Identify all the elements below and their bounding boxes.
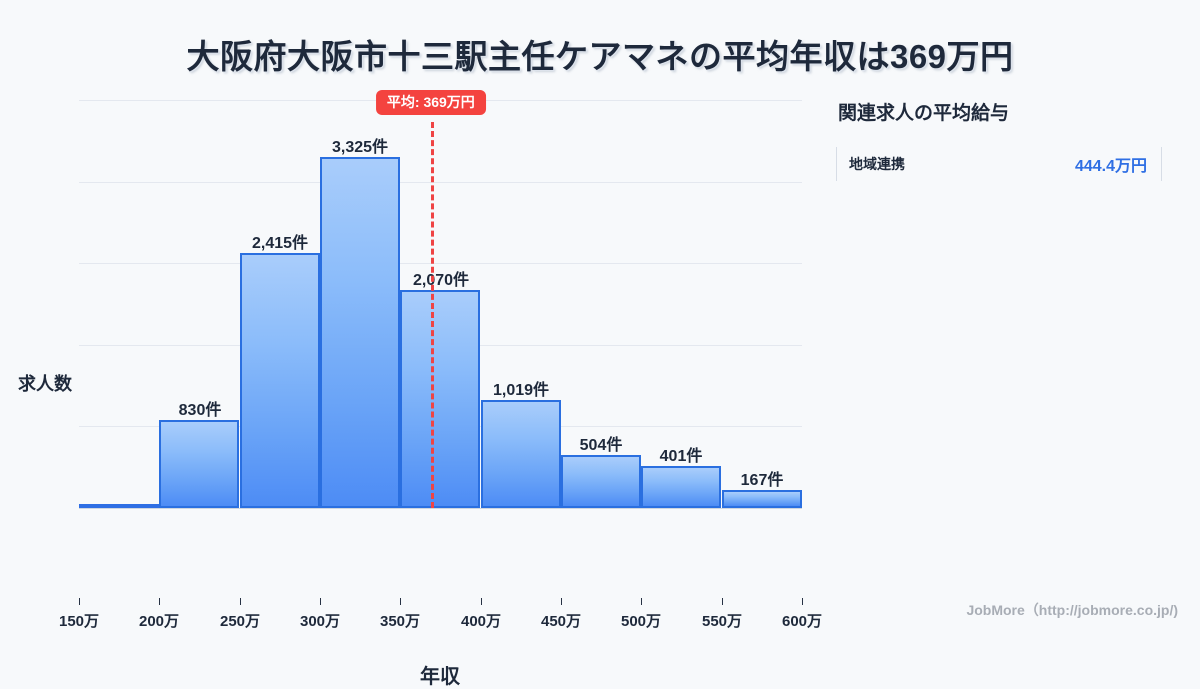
histogram-bar[interactable] xyxy=(722,490,802,508)
x-axis-tickmark xyxy=(802,598,803,605)
x-axis-tick-label: 200万 xyxy=(138,613,180,630)
x-axis-tick-label: 300万 xyxy=(299,613,341,630)
x-axis-tick-label: 350万 xyxy=(379,613,421,630)
related-salary-row-label: 地域連携 xyxy=(849,156,905,172)
x-axis-tick-label: 400万 xyxy=(460,613,502,630)
x-axis-tickmark xyxy=(240,598,241,605)
x-axis-tickmark xyxy=(320,598,321,605)
histogram-bar[interactable] xyxy=(159,420,239,508)
x-axis-tickmark xyxy=(159,598,160,605)
histogram-bar[interactable] xyxy=(481,400,561,508)
gridline xyxy=(79,182,802,183)
x-axis-tick-label: 450万 xyxy=(540,613,582,630)
y-axis-title: 求人数 xyxy=(18,374,72,394)
histogram-bar[interactable] xyxy=(79,504,159,508)
x-axis-tickmark xyxy=(722,598,723,605)
x-axis-tick-label: 600万 xyxy=(781,613,823,630)
mean-value-line xyxy=(430,122,434,508)
footer-watermark: JobMore（http://jobmore.co.jp/) xyxy=(966,602,1178,618)
gridline xyxy=(79,263,802,264)
x-axis-tickmark xyxy=(481,598,482,605)
histogram-bar[interactable] xyxy=(320,157,400,508)
bar-value-label: 401件 xyxy=(659,448,703,465)
histogram-chart: 830件 2,415件 3,325件 2,070件 1,019件 504件 401件 167件… xyxy=(0,90,830,688)
histogram-bar[interactable] xyxy=(641,466,721,508)
related-salary-heading: 関連求人の平均給与 xyxy=(838,103,1010,124)
x-axis-tickmark xyxy=(400,598,401,605)
mean-value-badge: 平均: 369万円 xyxy=(375,90,486,115)
page-title: 大阪府大阪市十三駅主任ケアマネの平均年収は369万円 xyxy=(186,38,1014,75)
x-axis-line xyxy=(79,508,802,509)
histogram-bar[interactable] xyxy=(400,290,480,508)
bar-value-label: 167件 xyxy=(740,472,784,489)
x-axis-tick-label: 550万 xyxy=(701,613,743,630)
x-axis-tick-label: 500万 xyxy=(620,613,662,630)
related-salary-panel: 関連求人の平均給与 地域連携 444.4万円 xyxy=(836,98,1176,181)
bar-value-label: 3,325件 xyxy=(331,139,389,156)
x-axis-tickmark xyxy=(561,598,562,605)
bar-value-label: 830件 xyxy=(178,402,222,419)
related-salary-list: 地域連携 444.4万円 xyxy=(836,147,1176,181)
bar-value-label: 2,415件 xyxy=(251,235,309,252)
histogram-bar[interactable] xyxy=(561,455,641,508)
x-axis-tick-label: 150万 xyxy=(58,613,100,630)
x-axis-title: 年収 xyxy=(420,666,460,688)
related-salary-row-value: 444.4万円 xyxy=(1074,158,1147,175)
related-salary-row[interactable]: 地域連携 444.4万円 xyxy=(836,147,1162,181)
bar-value-label: 504件 xyxy=(579,437,623,454)
bar-value-label: 1,019件 xyxy=(492,382,550,399)
bar-value-label: 2,070件 xyxy=(412,272,470,289)
plot-area: 830件 2,415件 3,325件 2,070件 1,019件 504件 401件 167件 xyxy=(79,100,802,508)
x-axis-tickmark xyxy=(641,598,642,605)
histogram-bar[interactable] xyxy=(240,253,320,508)
x-axis-tick-label: 250万 xyxy=(219,613,261,630)
x-axis-tickmark xyxy=(79,598,80,605)
